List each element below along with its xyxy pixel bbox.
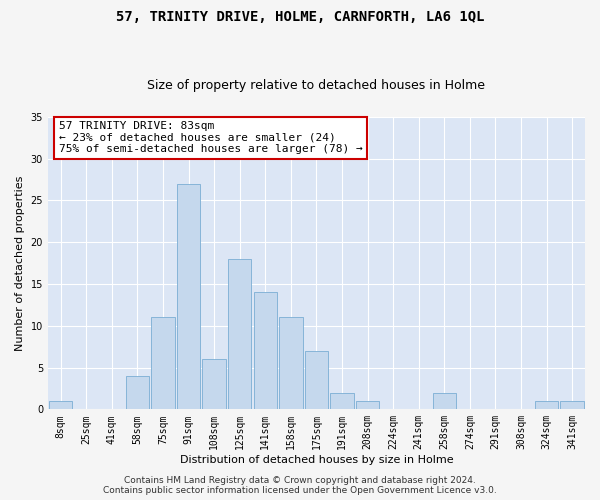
- Bar: [535, 401, 559, 409]
- Bar: [177, 184, 200, 410]
- Bar: [228, 259, 251, 410]
- Title: Size of property relative to detached houses in Holme: Size of property relative to detached ho…: [148, 79, 485, 92]
- Text: Contains HM Land Registry data © Crown copyright and database right 2024.
Contai: Contains HM Land Registry data © Crown c…: [103, 476, 497, 495]
- Bar: [151, 318, 175, 410]
- Bar: [356, 401, 379, 409]
- Bar: [279, 318, 302, 410]
- Bar: [202, 359, 226, 410]
- Bar: [305, 351, 328, 410]
- Text: 57, TRINITY DRIVE, HOLME, CARNFORTH, LA6 1QL: 57, TRINITY DRIVE, HOLME, CARNFORTH, LA6…: [116, 10, 484, 24]
- Y-axis label: Number of detached properties: Number of detached properties: [15, 176, 25, 350]
- X-axis label: Distribution of detached houses by size in Holme: Distribution of detached houses by size …: [179, 455, 453, 465]
- Bar: [433, 392, 456, 409]
- Bar: [49, 401, 73, 409]
- Bar: [125, 376, 149, 410]
- Text: 57 TRINITY DRIVE: 83sqm
← 23% of detached houses are smaller (24)
75% of semi-de: 57 TRINITY DRIVE: 83sqm ← 23% of detache…: [59, 121, 362, 154]
- Bar: [560, 401, 584, 409]
- Bar: [254, 292, 277, 410]
- Bar: [330, 392, 354, 409]
